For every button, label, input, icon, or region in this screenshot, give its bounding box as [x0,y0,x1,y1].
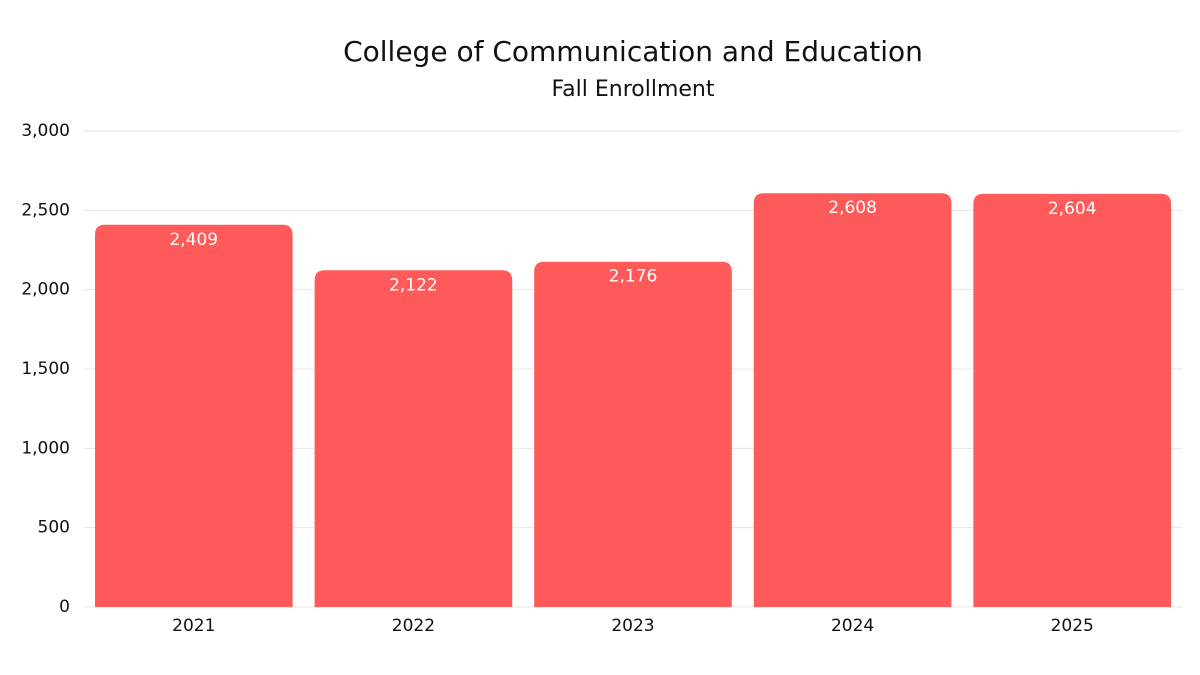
y-tick-label: 1,500 [21,359,70,379]
y-tick-label: 0 [59,597,70,617]
y-tick-label: 2,500 [21,200,70,220]
y-tick-label: 500 [38,518,70,538]
x-tick-label: 2024 [831,616,874,636]
value-label: 2,176 [609,267,658,287]
bar [753,193,952,607]
chart-title: College of Communication and Education [343,35,923,68]
x-tick-label: 2025 [1051,616,1094,636]
y-tick-label: 1,000 [21,438,70,458]
x-tick-label: 2022 [392,616,435,636]
x-tick-label: 2021 [172,616,215,636]
y-tick-label: 3,000 [21,121,70,141]
x-tick-label: 2023 [611,616,654,636]
bar [973,193,1172,607]
value-label: 2,122 [389,275,438,295]
value-label: 2,409 [169,230,218,250]
value-label: 2,604 [1048,199,1097,219]
value-label: 2,608 [828,198,877,218]
y-tick-label: 2,000 [21,280,70,300]
bar [534,261,732,607]
bar [94,224,293,607]
chart-subtitle: Fall Enrollment [552,77,715,102]
bar [314,270,513,607]
